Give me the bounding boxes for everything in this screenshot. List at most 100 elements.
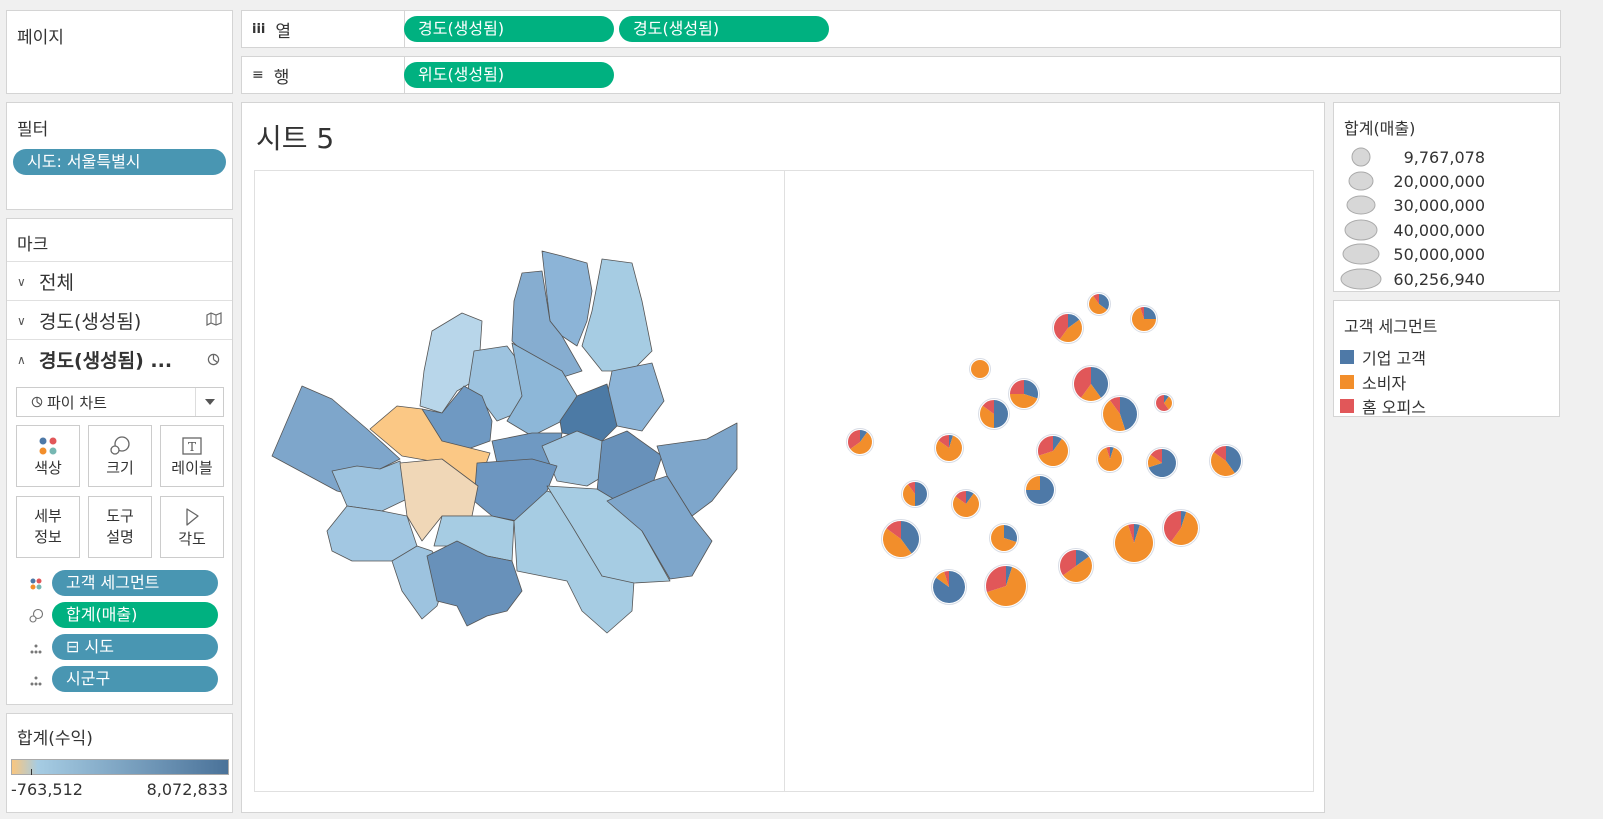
size-legend-item: 60,256,940	[1393, 270, 1485, 289]
filter-pill-sido[interactable]: 시도: 서울특별시	[13, 149, 226, 175]
size-legend-title: 합계(매출)	[1344, 119, 1416, 138]
segment-legend-item-home-office[interactable]: 홈 오피스	[1340, 394, 1426, 418]
pie-chart-layer[interactable]	[785, 171, 1314, 791]
pie-mark[interactable]	[978, 398, 1010, 430]
pie-mark[interactable]	[984, 564, 1028, 608]
text-label-icon: T	[182, 434, 202, 458]
profit-gradient-bar	[11, 759, 229, 775]
pie-mark[interactable]	[1036, 434, 1070, 468]
marks-layer-longitude-map[interactable]: ∨ 경도(생성됨)	[7, 300, 232, 340]
columns-pill-longitude-2[interactable]: 경도(생성됨)	[619, 16, 829, 42]
pie-mark[interactable]	[1154, 393, 1174, 413]
columns-shelf[interactable]: iii 열 경도(생성됨) 경도(생성됨)	[241, 10, 1561, 48]
angle-icon	[184, 505, 200, 529]
detail-icon	[27, 642, 45, 659]
seoul-choropleth-map[interactable]	[255, 171, 784, 791]
sheet-title: 시트 5	[256, 122, 335, 155]
encoding-pill-sales[interactable]: 합계(매출)	[52, 602, 218, 628]
pie-mark[interactable]	[1087, 292, 1111, 316]
chevron-up-icon: ∧	[17, 352, 26, 367]
columns-icon: iii	[252, 21, 266, 37]
view-pane	[254, 170, 1314, 792]
size-legend-item: 40,000,000	[1393, 221, 1485, 240]
color-icon	[38, 434, 58, 458]
pie-mark[interactable]	[1162, 509, 1200, 547]
swatch-corporate	[1340, 350, 1354, 364]
size-button[interactable]: 크기	[88, 425, 152, 487]
size-legend-item: 20,000,000	[1393, 172, 1485, 191]
pie-mark[interactable]	[1072, 365, 1110, 403]
color-icon	[27, 577, 45, 594]
pie-mark[interactable]	[1096, 445, 1124, 473]
marks-layer-all[interactable]: ∨ 전체	[7, 261, 232, 301]
profit-zero-tick	[31, 769, 32, 775]
chevron-down-icon: ∨	[17, 274, 26, 289]
encoding-pill-segment[interactable]: 고객 세그먼트	[52, 570, 218, 596]
segment-legend-title: 고객 세그먼트	[1344, 317, 1438, 336]
pie-mark[interactable]	[969, 358, 991, 380]
pie-mark[interactable]	[1146, 447, 1178, 479]
marks-title: 마크	[17, 235, 49, 255]
pie-mark[interactable]	[901, 480, 929, 508]
sheet-area: 시트 5	[241, 102, 1325, 813]
district-nowon	[581, 258, 653, 372]
pie-mark[interactable]	[1008, 378, 1040, 410]
pie-mark[interactable]	[934, 433, 964, 463]
size-legend-item: 30,000,000	[1393, 196, 1485, 215]
dropdown-arrow-icon[interactable]	[195, 388, 223, 416]
pie-mark[interactable]	[1113, 522, 1155, 564]
segment-legend-item-consumer[interactable]: 소비자	[1340, 370, 1406, 394]
pages-title: 페이지	[17, 28, 64, 48]
district-gwanak	[426, 540, 523, 627]
district-dobong	[541, 250, 593, 347]
pie-mark[interactable]	[881, 519, 921, 559]
pie-mark[interactable]	[1058, 548, 1094, 584]
district-eunpyeong	[419, 312, 483, 414]
district-guro	[326, 505, 418, 562]
district-seongbuk	[506, 342, 578, 437]
profit-legend: 합계(수익) -763,512 8,072,833	[6, 713, 233, 813]
pie-icon	[31, 396, 43, 408]
pie-mark[interactable]	[1101, 395, 1139, 433]
district-yangcheon	[331, 460, 408, 512]
district-gangbuk	[511, 270, 583, 380]
swatch-consumer	[1340, 375, 1354, 389]
size-legend-item: 9,767,078	[1403, 148, 1485, 167]
pie-icon	[207, 349, 220, 371]
label-button[interactable]: T 레이블	[160, 425, 224, 487]
columns-label: 열	[275, 21, 292, 42]
encoding-pill-sido[interactable]: ⊟ 시도	[52, 634, 218, 660]
tooltip-button[interactable]: 도구 설명	[88, 496, 152, 558]
angle-button[interactable]: 각도	[160, 496, 224, 558]
marks-layer-longitude-pie[interactable]: ∧ 경도(생성됨) ...	[7, 339, 232, 379]
filters-card: 필터 시도: 서울특별시	[6, 102, 233, 210]
pie-mark[interactable]	[1209, 444, 1243, 478]
pie-mark[interactable]	[1024, 474, 1056, 506]
pie-mark[interactable]	[1052, 312, 1084, 344]
marks-card: 마크 ∨ 전체 ∨ 경도(생성됨) ∧ 경도(생성됨) ... 파이 차트 색상	[6, 218, 233, 705]
size-icon	[109, 434, 131, 458]
swatch-home-office	[1340, 399, 1354, 413]
profit-max: 8,072,833	[146, 780, 228, 799]
pie-mark[interactable]	[989, 523, 1019, 553]
color-button[interactable]: 색상	[16, 425, 80, 487]
pie-mark[interactable]	[951, 489, 981, 519]
pie-mark[interactable]	[846, 428, 874, 456]
encoding-pill-sigungu[interactable]: 시군구	[52, 666, 218, 692]
mark-type-dropdown[interactable]: 파이 차트	[16, 387, 224, 417]
rows-label: 행	[273, 67, 290, 88]
rows-shelf[interactable]: ≡ 행 위도(생성됨)	[241, 56, 1561, 94]
pie-mark[interactable]	[931, 569, 967, 605]
pie-mark[interactable]	[1130, 305, 1158, 333]
profit-legend-title: 합계(수익)	[17, 729, 93, 749]
rows-pill-latitude[interactable]: 위도(생성됨)	[404, 62, 614, 88]
size-legend-item: 50,000,000	[1393, 245, 1485, 264]
detail-button[interactable]: 세부 정보	[16, 496, 80, 558]
svg-text:T: T	[188, 440, 196, 454]
size-legend-symbols	[1340, 147, 1382, 290]
segment-legend-item-corporate[interactable]: 기업 고객	[1340, 345, 1426, 369]
map-icon	[206, 311, 222, 330]
rows-icon: ≡	[252, 67, 264, 83]
columns-pill-longitude-1[interactable]: 경도(생성됨)	[404, 16, 614, 42]
pane-divider	[784, 171, 785, 791]
